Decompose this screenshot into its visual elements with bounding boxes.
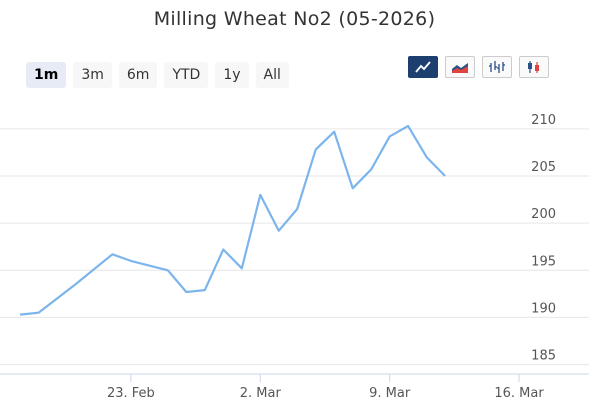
y-tick-label: 200 [531,207,556,222]
candlestick-chart-button[interactable] [519,56,549,78]
candlestick-chart-icon [528,61,539,73]
x-tick-label: 9. Mar [369,386,411,401]
y-tick-label: 210 [531,113,556,128]
x-tick-label: 23. Feb [107,386,155,401]
y-tick-label: 205 [531,160,556,175]
range-ytd-button[interactable]: YTD [164,62,209,88]
y-tick-label: 195 [531,254,556,269]
range-1m-button[interactable]: 1m [26,62,67,88]
chart-title: Milling Wheat No2 (05-2026) [153,8,436,30]
ohlc-chart-button[interactable] [482,56,512,78]
range-1y-button[interactable]: 1y [215,62,249,88]
range-3m-button[interactable]: 3m [73,62,112,88]
x-tick-label: 2. Mar [240,386,282,401]
line-chart-button[interactable] [408,56,438,78]
y-tick-label: 190 [531,301,556,316]
area-chart-icon [452,63,468,73]
ohlc-chart-icon [489,61,505,73]
y-tick-label: 185 [531,349,556,364]
range-selector: 1m 3m 6m YTD 1y All [26,62,296,88]
area-chart-button[interactable] [445,56,475,78]
chart-type-selector [408,56,556,78]
line-chart-icon [415,61,431,73]
range-all-button[interactable]: All [255,62,289,88]
price-series-line[interactable] [19,124,446,316]
x-tick-label: 16. Mar [494,386,544,401]
range-6m-button[interactable]: 6m [118,62,158,88]
x-axis: 23. Feb 2. Mar 9. Mar 16. Mar [0,373,589,401]
grid-lines [0,128,589,366]
y-axis: 185 190 195 200 205 210 [531,113,556,364]
